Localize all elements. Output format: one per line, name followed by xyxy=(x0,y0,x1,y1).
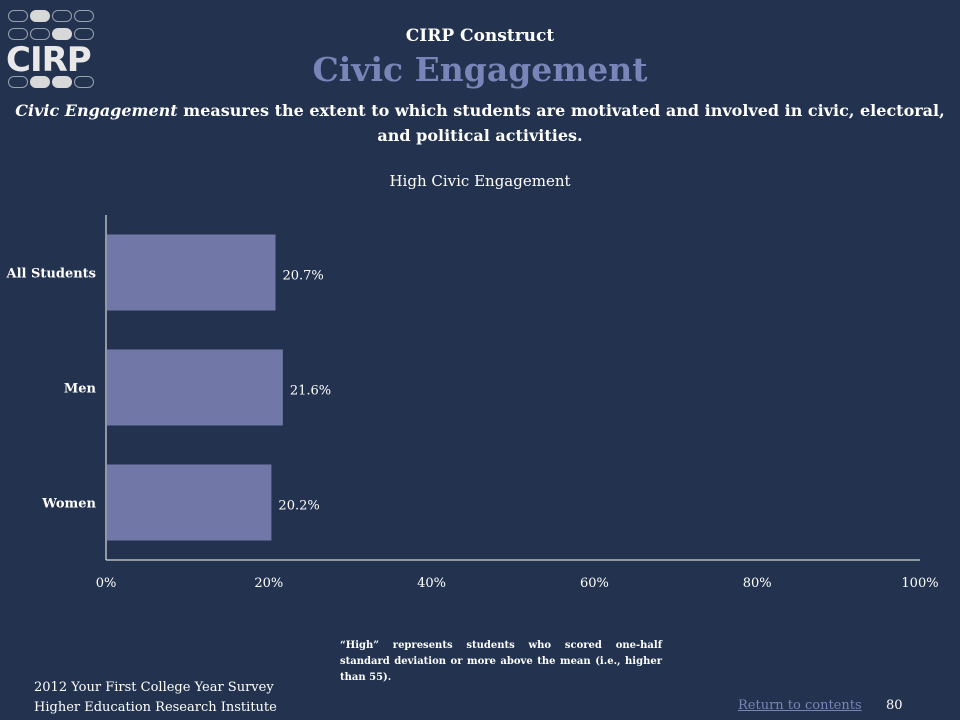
bar xyxy=(107,234,276,311)
description: Civic Engagement measures the extent to … xyxy=(10,98,950,148)
x-tick-label: 0% xyxy=(96,576,117,591)
x-tick-label: 80% xyxy=(743,576,772,591)
description-text: measures the extent to which students ar… xyxy=(177,101,945,145)
category-label: Women xyxy=(41,497,96,512)
logo-dot xyxy=(8,28,28,40)
logo-dot xyxy=(52,76,72,88)
logo-dot xyxy=(30,76,50,88)
logo-dot xyxy=(30,28,50,40)
page-number: 80 xyxy=(886,698,903,713)
logo-dot xyxy=(30,10,50,22)
logo-dot xyxy=(8,76,28,88)
footnote: “High” represents students who scored on… xyxy=(340,640,662,683)
logo-dot xyxy=(52,10,72,22)
logo-dot xyxy=(74,28,94,40)
x-tick-label: 60% xyxy=(580,576,609,591)
logo-dot xyxy=(8,10,28,22)
construct-label: CIRP Construct xyxy=(405,26,555,46)
page-title: Civic Engagement xyxy=(312,50,648,89)
data-label: 21.6% xyxy=(290,384,331,399)
category-label: All Students xyxy=(6,267,96,282)
category-label: Men xyxy=(64,382,97,397)
chart-title: High Civic Engagement xyxy=(389,172,571,190)
logo-text: CIRP xyxy=(6,40,92,80)
bar-chart: All Students 20.7% Men 21.6% Women 20.2% 0% 20%… xyxy=(6,215,939,591)
data-label: 20.2% xyxy=(278,499,319,514)
x-tick-label: 40% xyxy=(417,576,446,591)
x-tick-label: 20% xyxy=(254,576,283,591)
bar xyxy=(107,464,272,541)
cirp-logo: CIRP xyxy=(4,4,96,92)
logo-dot xyxy=(52,28,72,40)
return-to-contents-link[interactable]: Return to contents xyxy=(738,698,862,713)
footer: 2012 Your First College Year Survey High… xyxy=(34,678,277,718)
x-tick-label: 100% xyxy=(901,576,938,591)
data-label: 20.7% xyxy=(282,269,323,284)
logo-dot xyxy=(74,10,94,22)
logo-dot xyxy=(74,76,94,88)
footer-institute: Higher Education Research Institute xyxy=(34,700,277,715)
footer-survey: 2012 Your First College Year Survey xyxy=(34,680,274,695)
bar xyxy=(107,349,283,426)
description-emphasis: Civic Engagement xyxy=(15,101,178,120)
